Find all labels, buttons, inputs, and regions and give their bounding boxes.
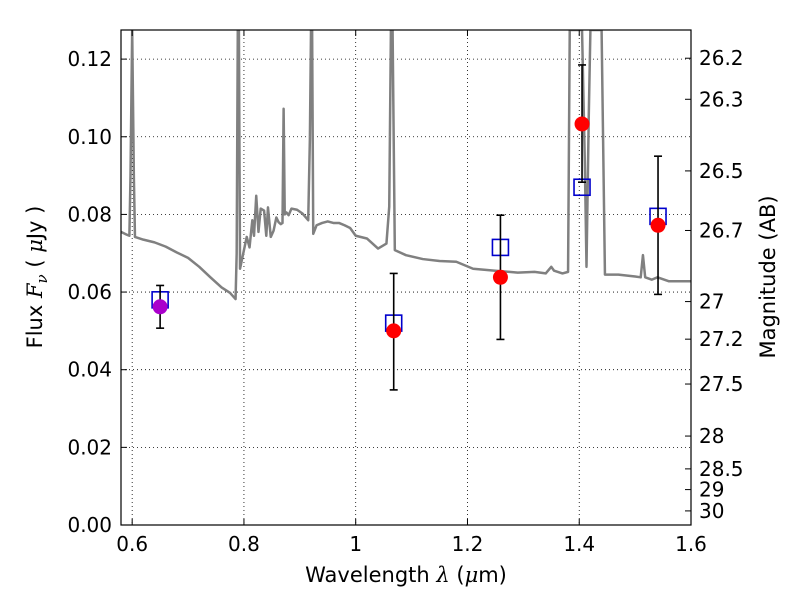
template-spectrum-line xyxy=(121,30,691,301)
x-tick-label: 1.2 xyxy=(452,532,484,556)
observed-flux-point xyxy=(152,299,168,315)
x-axis-label: Wavelength λ (μm) xyxy=(305,563,507,587)
y2-tick-label: 26.3 xyxy=(699,87,744,111)
y-tick-label: 0.10 xyxy=(67,125,112,149)
y2-tick-label: 28.5 xyxy=(699,457,744,481)
y-tick-label: 0.04 xyxy=(67,358,112,382)
y2-tick-label: 29 xyxy=(699,478,724,502)
x-tick-label: 0.8 xyxy=(228,532,260,556)
y-tick-label: 0.02 xyxy=(67,435,112,459)
y2-tick-label: 26.5 xyxy=(699,159,744,183)
x-tick-label: 0.6 xyxy=(116,532,148,556)
x-tick-label: 1 xyxy=(349,532,362,556)
y-tick-label: 0.06 xyxy=(67,280,112,304)
y2-tick-label: 27.2 xyxy=(699,327,744,351)
observed-flux-point xyxy=(574,116,590,132)
x-tick-label: 1.4 xyxy=(563,532,595,556)
y2-tick-label: 27.5 xyxy=(699,372,744,396)
plot-frame xyxy=(120,29,692,526)
plot-area xyxy=(121,30,691,391)
y-tick-label: 0.08 xyxy=(67,202,112,226)
y2-axis-label: Magnitude (AB) xyxy=(756,195,780,358)
y2-tick-label: 28 xyxy=(699,424,724,448)
observed-flux-point xyxy=(650,217,666,233)
observed-flux-point xyxy=(386,323,402,339)
y-axis-label: Flux Fν ( μJy ) xyxy=(23,206,51,349)
x-tick-label: 1.6 xyxy=(675,532,707,556)
y-tick-label: 0.00 xyxy=(67,513,112,537)
y-tick-label: 0.12 xyxy=(67,47,112,71)
y2-tick-label: 26.2 xyxy=(699,46,744,70)
grid xyxy=(121,30,692,526)
y2-tick-label: 30 xyxy=(699,499,724,523)
y2-tick-label: 26.7 xyxy=(699,218,744,242)
observed-flux-point xyxy=(492,269,508,285)
axes: 0.6 0.8 1 1.2 1.4 1.6 0.00 0.02 0.04 0.06 0.08 0.10… xyxy=(67,30,744,556)
y2-tick-label: 27 xyxy=(699,290,724,314)
